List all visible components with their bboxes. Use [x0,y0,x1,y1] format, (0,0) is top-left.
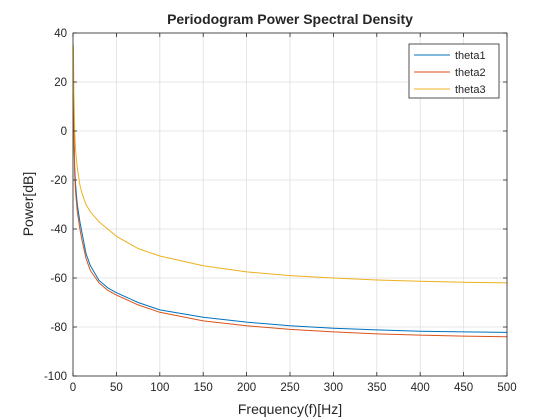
x-tick-label: 300 [324,382,343,394]
legend-label-theta3: theta3 [455,84,486,96]
x-tick-label: 250 [280,382,299,394]
legend: theta1 theta2 theta3 [408,43,500,99]
series-line-theta1 [72,94,508,333]
x-axis-label: Frequency(f)[Hz] [238,401,342,417]
x-tick-label: 0 [70,382,76,394]
x-tick-label: 100 [150,382,169,394]
y-tick-label: 20 [54,77,67,89]
y-tick-label: -100 [44,371,67,383]
x-tick-label: 400 [411,382,430,394]
legend-label-theta1: theta1 [455,50,486,62]
x-axis: 0 50 100 150 200 250 300 350 400 450 500 [70,33,517,394]
y-tick-label: -80 [50,322,67,334]
x-tick-label: 50 [110,382,123,394]
y-axis: -100 -80 -60 -40 -20 0 20 40 [44,28,507,383]
series-line-theta2 [72,94,508,338]
y-tick-label: -40 [50,224,67,236]
y-tick-label: -20 [50,175,67,187]
chart-title: Periodogram Power Spectral Density [167,11,413,27]
x-tick-label: 150 [194,382,213,394]
series-line-theta3 [72,45,508,284]
x-tick-label: 200 [237,382,256,394]
series-group [72,45,508,338]
x-tick-label: 350 [367,382,386,394]
x-tick-label: 450 [454,382,473,394]
y-axis-label: Power[dB] [20,172,36,237]
x-tick-label: 500 [497,382,516,394]
y-tick-label: 40 [54,28,67,40]
y-tick-label: -60 [50,273,67,285]
legend-label-theta2: theta2 [455,67,486,79]
y-tick-label: 0 [61,126,67,138]
